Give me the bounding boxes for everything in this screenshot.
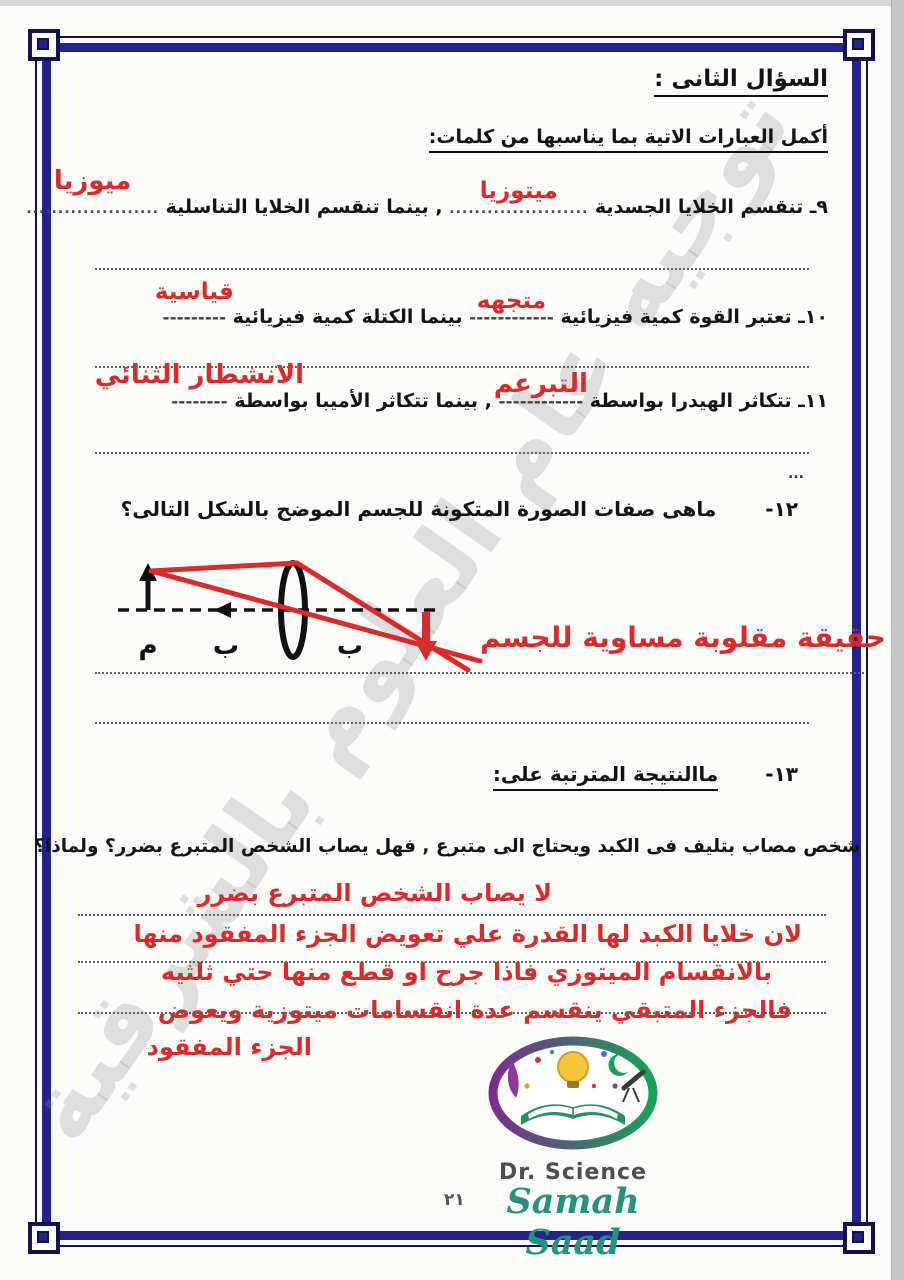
question-13-heading: ماالنتيجة المترتبة على:: [492, 762, 719, 791]
dotted-separator: [78, 961, 826, 963]
instruction-line: أكمل العبارات الاتية بما يناسبها من كلما…: [428, 126, 828, 153]
instruction-text: أكمل العبارات الاتية بما يناسبها من كلما…: [428, 126, 828, 153]
label-object-position: م: [138, 631, 157, 661]
question-11-answer-1: التبرعم: [493, 369, 588, 399]
dotted-separator: [95, 722, 809, 724]
image-arrowhead: [415, 641, 437, 661]
blank-dashes: --------: [171, 392, 228, 412]
label-focus-left: ب: [213, 631, 239, 661]
question-11-answer-2: الانشطار الثنائي: [94, 360, 305, 390]
question-10-answer-2: قياسية: [154, 279, 234, 305]
question-13-number: ١٣-: [765, 762, 798, 786]
question-9-blank-2: ..................... ميوزيا: [26, 168, 159, 218]
logo-brand-text: Dr. Science: [499, 1160, 647, 1185]
dotted-separator: [95, 268, 809, 270]
question-11-row: ١١ـ تتكاثر الهيدرا بواسطة ------------ ال…: [95, 362, 828, 412]
question-10-answer-1: متجهه: [476, 288, 547, 314]
ray-parallel: [148, 560, 300, 574]
question-12-answer: حقيقة مقلوبة مساوية للجسم: [480, 621, 886, 654]
question-13-heading-row: ١٣- ماالنتيجة المترتبة على:: [492, 762, 798, 791]
object-arrowhead: [139, 563, 157, 581]
feather-icon: [507, 1060, 519, 1098]
scan-top-edge: [0, 0, 904, 6]
question-12-text: ماهى صفات الصورة المتكونة للجسم الموضح ب…: [120, 497, 717, 521]
label-focus-right: ب: [337, 631, 363, 661]
question-9-mid: , بينما تنقسم الخلايا التناسلية: [165, 196, 443, 218]
frame-corner-ornament: [843, 29, 875, 61]
science-logo-icon: [488, 1036, 658, 1150]
brand-logo-block: Dr. Science Samah Saad: [468, 1036, 678, 1263]
logo-author-name: Samah Saad: [506, 1181, 640, 1263]
question-10-mid: بينما الكتلة كمية فيزيائية: [232, 306, 463, 328]
blank-dashes: ------------: [469, 308, 554, 328]
blank-dashes: ---------: [162, 308, 227, 328]
question-10-row: ١٠ـ تعتبر القوة كمية فيزيائية ----------…: [155, 281, 828, 329]
question-10-blank-1: ------------ متجهه: [469, 290, 554, 329]
scan-right-edge: [891, 0, 904, 1280]
question-9-blank-1: ...................... ميتوزيا: [449, 180, 589, 218]
question-13-body: شخص مصاب بتليف فى الكبد ويحتاج الى متبرع…: [34, 836, 860, 857]
question-11-mid: , بينما تتكاثر الأميبا بواسطة: [234, 390, 492, 412]
stray-dots-mark: ...: [788, 466, 804, 482]
question-13-answer-line: لان خلايا الكبد لها القدرة علي تعويض الج…: [133, 920, 803, 948]
lens-diagram: م ب ب: [118, 560, 483, 673]
dotted-separator: [95, 366, 809, 368]
question-10-pre: ١٠ـ تعتبر القوة كمية فيزيائية: [560, 306, 828, 328]
page-frame-inner: [42, 43, 861, 1240]
frame-corner-ornament: [28, 29, 60, 61]
question-13-answer-line: لا يصاب الشخص المتبرع بضرر: [197, 879, 552, 907]
frame-corner-ornament: [28, 1222, 60, 1254]
page-number: ٢١: [444, 1190, 465, 1210]
section-title: السؤال الثانى :: [654, 66, 828, 97]
blank-dashes: ------------: [498, 392, 584, 412]
question-9-pre: ٩ـ تنقسم الخلايا الجسدية: [594, 196, 828, 218]
question-9-answer-1: ميتوزيا: [479, 178, 558, 204]
question-13-answer-line: الجزء المفقود: [146, 1033, 312, 1061]
question-11-pre: ١١ـ تتكاثر الهيدرا بواسطة: [589, 390, 828, 412]
question-9-row: ٩ـ تنقسم الخلايا الجسدية ...............…: [26, 168, 828, 218]
question-11-blank-1: ------------ التبرعم: [494, 371, 588, 412]
telescope-icon: [621, 1069, 646, 1091]
question-11-blank-2: -------- الانشطار الثنائي: [95, 362, 304, 412]
axis-arrowhead: [214, 602, 231, 618]
blank-dots: ......................: [449, 201, 589, 217]
dotted-separator: [95, 672, 864, 674]
crescent-icon: [608, 1053, 628, 1076]
dotted-separator: [95, 452, 809, 454]
section-title-text: السؤال الثانى :: [654, 66, 828, 97]
dotted-separator: [78, 1012, 826, 1014]
blank-dots: .....................: [26, 201, 159, 217]
lightbulb-icon: [557, 1051, 589, 1083]
question-13-answer-line: بالانقسام الميتوزي فاذا جرح او قطع منها …: [160, 958, 772, 986]
dotted-separator: [78, 914, 826, 916]
question-10-blank-2: --------- قياسية: [155, 281, 234, 329]
question-13-answer-line: فالجزء المتبقي ينقسم عدة انقسامات ميتوزي…: [157, 996, 792, 1024]
question-12-number: ١٢-: [765, 497, 798, 521]
page-frame-outer: [35, 36, 868, 1247]
question-9-answer-2: ميوزيا: [53, 166, 132, 196]
question-12-row: ١٢- ماهى صفات الصورة المتكونة للجسم المو…: [121, 497, 798, 521]
frame-corner-ornament: [843, 1222, 875, 1254]
